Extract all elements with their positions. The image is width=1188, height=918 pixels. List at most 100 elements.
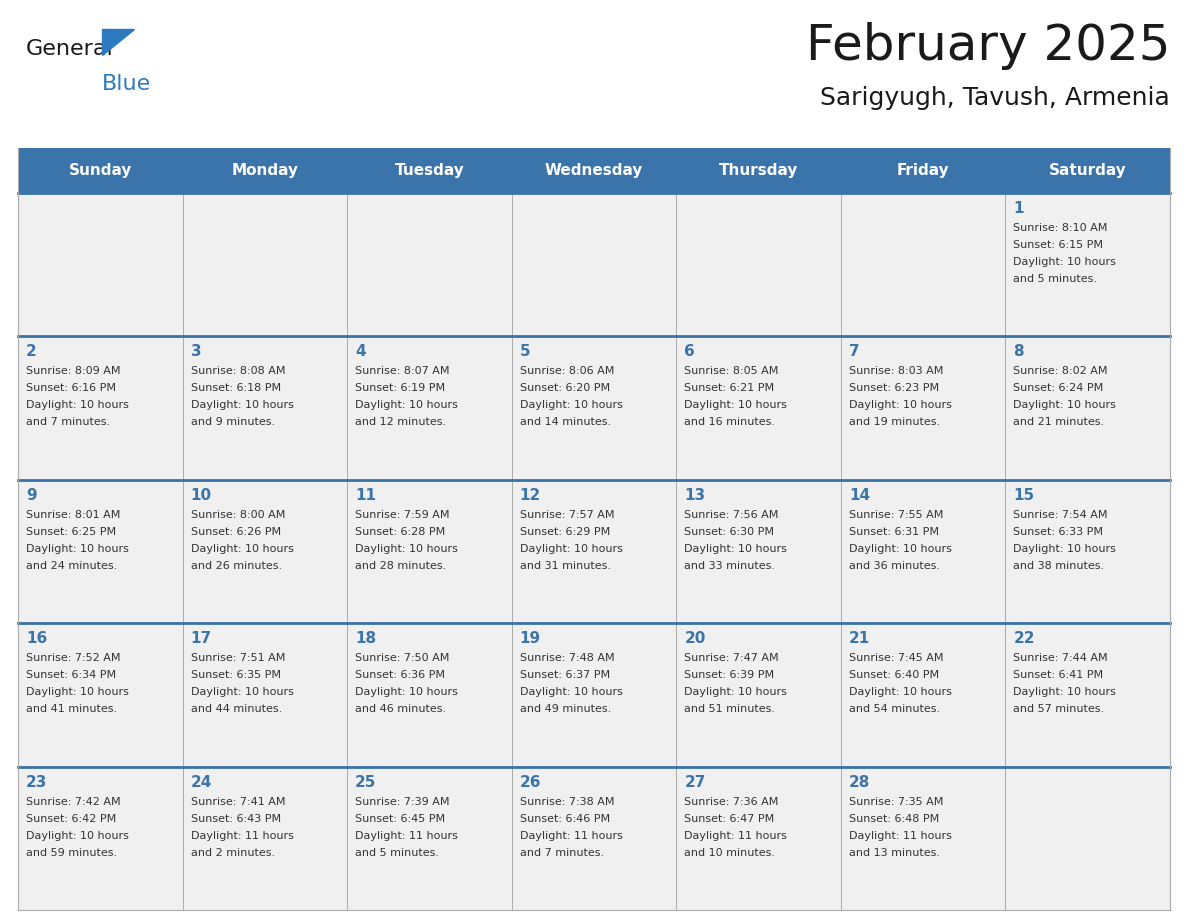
Bar (18, 193, 183, 336)
Text: Sunrise: 8:08 AM: Sunrise: 8:08 AM (190, 366, 285, 376)
Text: Thursday: Thursday (719, 163, 798, 178)
Text: Sunrise: 7:55 AM: Sunrise: 7:55 AM (849, 509, 943, 520)
Text: 8: 8 (1013, 344, 1024, 360)
Text: Sunrise: 7:36 AM: Sunrise: 7:36 AM (684, 797, 778, 807)
Text: Sunset: 6:45 PM: Sunset: 6:45 PM (355, 813, 446, 823)
Bar (512, 480, 676, 623)
Text: Sunrise: 8:06 AM: Sunrise: 8:06 AM (519, 366, 614, 376)
Text: and 51 minutes.: and 51 minutes. (684, 704, 776, 714)
Text: Sunrise: 8:10 AM: Sunrise: 8:10 AM (1013, 223, 1107, 233)
Text: 27: 27 (684, 775, 706, 789)
Text: Sunset: 6:15 PM: Sunset: 6:15 PM (1013, 240, 1104, 250)
Text: Sunrise: 7:38 AM: Sunrise: 7:38 AM (519, 797, 614, 807)
Bar (512, 336, 676, 480)
Text: 15: 15 (1013, 487, 1035, 503)
Text: Sunset: 6:30 PM: Sunset: 6:30 PM (684, 527, 775, 537)
Text: Sunset: 6:24 PM: Sunset: 6:24 PM (1013, 384, 1104, 394)
Text: and 59 minutes.: and 59 minutes. (26, 847, 118, 857)
Text: Sunrise: 7:39 AM: Sunrise: 7:39 AM (355, 797, 449, 807)
Text: Daylight: 10 hours: Daylight: 10 hours (26, 688, 128, 697)
Text: Sunrise: 7:52 AM: Sunrise: 7:52 AM (26, 654, 120, 663)
Text: Daylight: 11 hours: Daylight: 11 hours (519, 831, 623, 841)
Text: Sunset: 6:40 PM: Sunset: 6:40 PM (849, 670, 939, 680)
Text: and 7 minutes.: and 7 minutes. (519, 847, 604, 857)
Text: Daylight: 10 hours: Daylight: 10 hours (684, 543, 788, 554)
Text: Wednesday: Wednesday (545, 163, 643, 178)
Text: Sunrise: 7:47 AM: Sunrise: 7:47 AM (684, 654, 779, 663)
Text: Sunrise: 7:57 AM: Sunrise: 7:57 AM (519, 509, 614, 520)
Text: Daylight: 10 hours: Daylight: 10 hours (190, 543, 293, 554)
Text: Daylight: 10 hours: Daylight: 10 hours (355, 543, 459, 554)
Text: Sunset: 6:34 PM: Sunset: 6:34 PM (26, 670, 116, 680)
Text: and 5 minutes.: and 5 minutes. (1013, 274, 1098, 284)
Text: and 5 minutes.: and 5 minutes. (355, 847, 440, 857)
Text: Sunrise: 7:50 AM: Sunrise: 7:50 AM (355, 654, 449, 663)
Text: 14: 14 (849, 487, 870, 503)
Text: Sunset: 6:33 PM: Sunset: 6:33 PM (1013, 527, 1104, 537)
Bar (676, 623, 841, 767)
Text: 4: 4 (355, 344, 366, 360)
Text: and 33 minutes.: and 33 minutes. (684, 561, 776, 571)
Text: Sunrise: 7:42 AM: Sunrise: 7:42 AM (26, 797, 121, 807)
Text: Sunrise: 8:02 AM: Sunrise: 8:02 AM (1013, 366, 1108, 376)
Text: Sunrise: 7:35 AM: Sunrise: 7:35 AM (849, 797, 943, 807)
Bar (676, 767, 841, 910)
Text: Sunday: Sunday (69, 163, 132, 178)
Text: and 46 minutes.: and 46 minutes. (355, 704, 447, 714)
Text: Daylight: 11 hours: Daylight: 11 hours (355, 831, 459, 841)
Text: Daylight: 10 hours: Daylight: 10 hours (355, 688, 459, 697)
Text: Sarigyugh, Tavush, Armenia: Sarigyugh, Tavush, Armenia (820, 86, 1170, 110)
Text: 20: 20 (684, 632, 706, 646)
Text: 7: 7 (849, 344, 859, 360)
Text: and 16 minutes.: and 16 minutes. (684, 418, 776, 428)
Bar (841, 480, 1005, 623)
Text: and 7 minutes.: and 7 minutes. (26, 418, 110, 428)
Text: Sunset: 6:35 PM: Sunset: 6:35 PM (190, 670, 280, 680)
Text: and 41 minutes.: and 41 minutes. (26, 704, 118, 714)
Text: and 10 minutes.: and 10 minutes. (684, 847, 776, 857)
Text: Sunset: 6:43 PM: Sunset: 6:43 PM (190, 813, 280, 823)
Text: Daylight: 11 hours: Daylight: 11 hours (684, 831, 788, 841)
Text: General: General (26, 39, 114, 59)
Text: Sunrise: 7:45 AM: Sunrise: 7:45 AM (849, 654, 943, 663)
Text: 3: 3 (190, 344, 201, 360)
Bar (347, 480, 512, 623)
Text: and 49 minutes.: and 49 minutes. (519, 704, 611, 714)
Text: Sunset: 6:36 PM: Sunset: 6:36 PM (355, 670, 446, 680)
Text: 5: 5 (519, 344, 530, 360)
Text: Daylight: 10 hours: Daylight: 10 hours (190, 688, 293, 697)
Text: Sunset: 6:26 PM: Sunset: 6:26 PM (190, 527, 280, 537)
Text: Daylight: 10 hours: Daylight: 10 hours (1013, 543, 1117, 554)
Bar (347, 336, 512, 480)
Text: 18: 18 (355, 632, 377, 646)
Text: 1: 1 (1013, 201, 1024, 216)
Text: Daylight: 10 hours: Daylight: 10 hours (1013, 688, 1117, 697)
Text: Daylight: 10 hours: Daylight: 10 hours (519, 400, 623, 410)
Text: Sunrise: 8:01 AM: Sunrise: 8:01 AM (26, 509, 120, 520)
Bar (347, 767, 512, 910)
Text: Sunset: 6:18 PM: Sunset: 6:18 PM (190, 384, 280, 394)
Bar (512, 193, 676, 336)
Text: Daylight: 10 hours: Daylight: 10 hours (519, 688, 623, 697)
Text: Daylight: 10 hours: Daylight: 10 hours (1013, 257, 1117, 267)
Text: Daylight: 10 hours: Daylight: 10 hours (519, 543, 623, 554)
Text: Sunrise: 7:48 AM: Sunrise: 7:48 AM (519, 654, 614, 663)
Text: Sunrise: 7:59 AM: Sunrise: 7:59 AM (355, 509, 449, 520)
Bar (1005, 336, 1170, 480)
Text: 17: 17 (190, 632, 211, 646)
Bar (676, 193, 841, 336)
Text: Sunset: 6:29 PM: Sunset: 6:29 PM (519, 527, 609, 537)
Bar (1005, 480, 1170, 623)
Text: 6: 6 (684, 344, 695, 360)
Text: and 26 minutes.: and 26 minutes. (190, 561, 282, 571)
Text: and 28 minutes.: and 28 minutes. (355, 561, 447, 571)
Text: 11: 11 (355, 487, 377, 503)
Text: 12: 12 (519, 487, 541, 503)
Polygon shape (102, 29, 134, 55)
Text: Sunset: 6:23 PM: Sunset: 6:23 PM (849, 384, 939, 394)
Text: Sunrise: 7:44 AM: Sunrise: 7:44 AM (1013, 654, 1108, 663)
Text: and 31 minutes.: and 31 minutes. (519, 561, 611, 571)
Text: February 2025: February 2025 (805, 22, 1170, 70)
Text: Daylight: 10 hours: Daylight: 10 hours (849, 688, 952, 697)
Text: Sunrise: 8:05 AM: Sunrise: 8:05 AM (684, 366, 778, 376)
